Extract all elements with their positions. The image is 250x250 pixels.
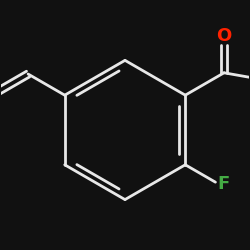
Text: F: F	[217, 175, 230, 193]
Text: O: O	[216, 27, 232, 45]
